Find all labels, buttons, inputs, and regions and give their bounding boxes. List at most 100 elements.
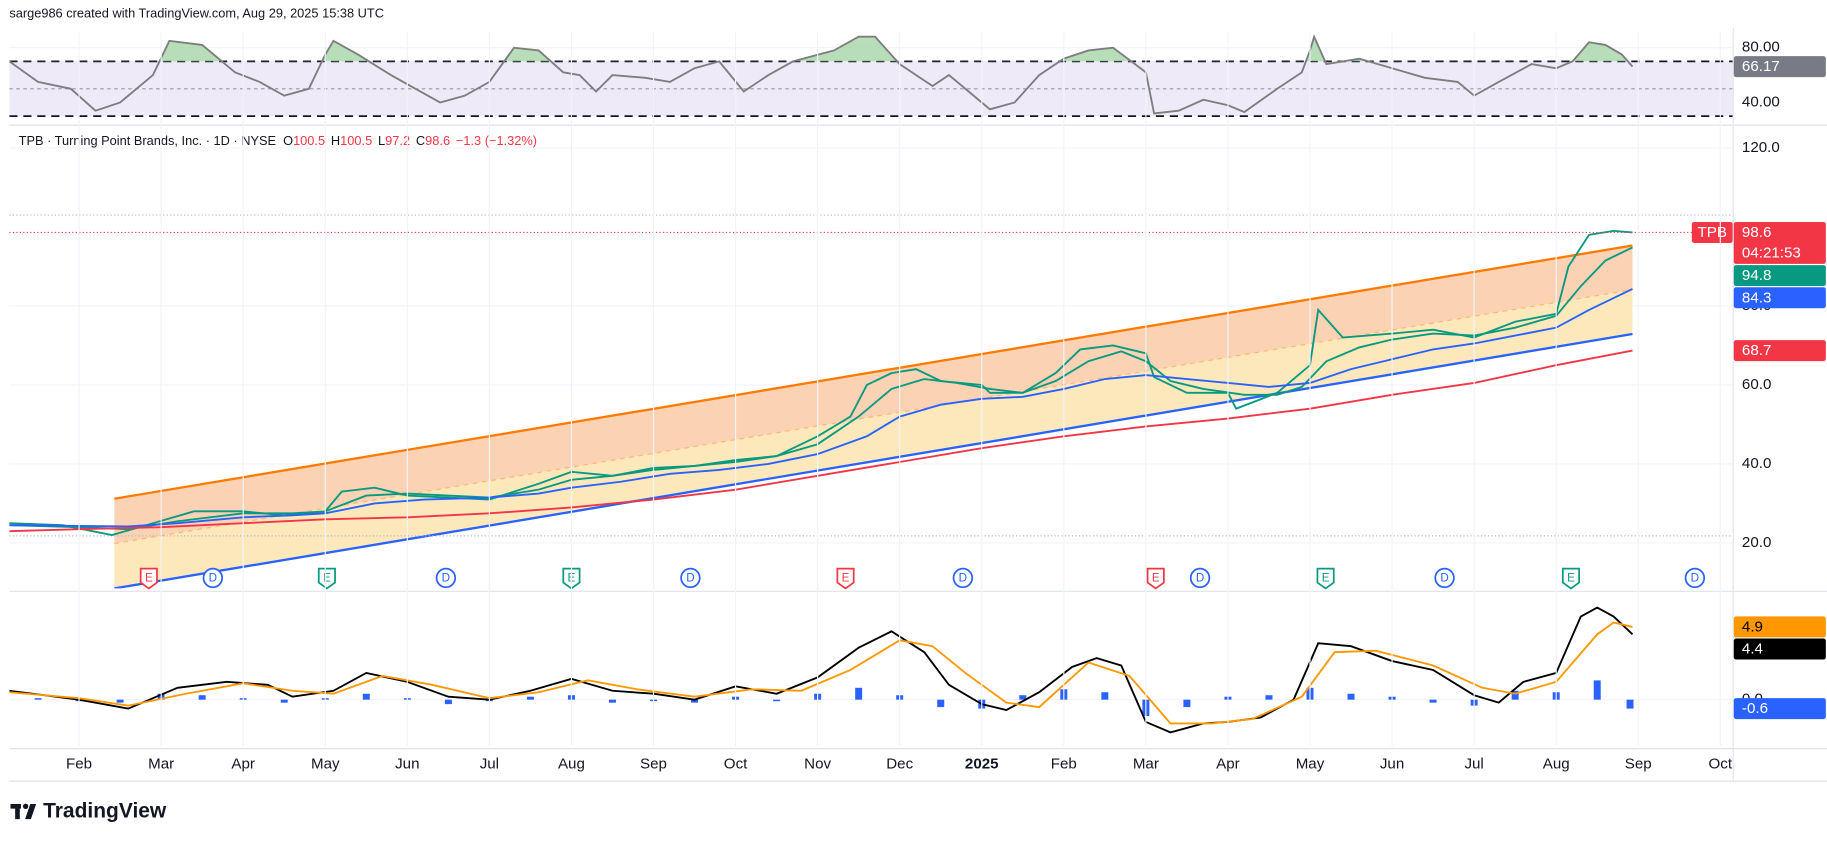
histogram-bar (1593, 680, 1601, 700)
event-label: E (1567, 572, 1575, 585)
value-box-label: 4.4 (1742, 641, 1763, 658)
logo: TradingView (10, 800, 167, 823)
event-label: D (442, 572, 450, 585)
event-marker (202, 567, 224, 589)
ohlc-value: 97.2 (385, 134, 410, 149)
ohlc-value: 100.5 (340, 134, 372, 149)
y-tick-label: 60.0 (1742, 376, 1771, 393)
ohlc-key: L (378, 134, 385, 149)
plot-area (9, 147, 1733, 589)
x-tick-label: Sep (1625, 755, 1652, 772)
series-line (9, 606, 1634, 734)
logo-text: TradingView (43, 800, 167, 823)
event-label: D (686, 572, 694, 585)
value-box-label: 68.7 (1742, 342, 1771, 359)
symbol-badge (1691, 221, 1733, 243)
x-tick-label: May (1296, 755, 1325, 772)
histogram-bar (34, 698, 42, 700)
event-label: D (209, 572, 217, 585)
event-marker (317, 567, 336, 590)
channel-lower (114, 332, 1633, 589)
y-tick-label: 40.0 (1742, 455, 1771, 472)
logo-icon (25, 803, 37, 820)
histogram-bar (1626, 699, 1634, 709)
plot-area (9, 34, 1733, 118)
event-label: E (323, 572, 331, 585)
y-tick-label: 120.0 (1742, 139, 1780, 156)
event-label: D (1691, 572, 1699, 585)
ohlc-key: H (331, 134, 340, 149)
histogram-bar (608, 699, 616, 703)
x-tick-label: Sep (640, 755, 667, 772)
x-tick-label: Aug (558, 755, 585, 772)
x-tick-label: May (311, 755, 340, 772)
histogram-bar (855, 687, 863, 700)
value-box (1733, 221, 1826, 264)
histogram-bar (691, 699, 699, 703)
ohlc-value: 98.6 (425, 134, 450, 149)
logo-icon (15, 803, 20, 820)
logo-icon (22, 803, 29, 809)
value-box-label: 66.17 (1742, 58, 1780, 75)
x-tick-label: Dec (886, 755, 913, 772)
value-box (1733, 265, 1826, 287)
histogram-bar (937, 699, 945, 708)
event-label: E (1152, 572, 1160, 585)
x-tick-label: Nov (804, 755, 831, 772)
histogram-bar (1019, 695, 1027, 700)
histogram-bar (1101, 692, 1109, 700)
histogram-bar (1429, 699, 1437, 703)
event-label: E (1322, 572, 1330, 585)
x-tick-label: Apr (1216, 755, 1240, 772)
event-marker (1434, 567, 1455, 589)
change: −1.3 (−1.32%) (456, 134, 537, 149)
value-box (1733, 638, 1826, 660)
event-marker (1561, 567, 1580, 590)
histogram-bar (526, 696, 534, 700)
countdown: 04:21:53 (1742, 244, 1801, 261)
histogram-bar (362, 693, 370, 700)
x-tick-label: Mar (1133, 755, 1159, 772)
event-marker (1189, 567, 1211, 589)
histogram-bar (1347, 693, 1355, 700)
x-tick-label: Jul (480, 755, 499, 772)
value-box-label: 84.3 (1742, 289, 1771, 306)
overbought-fill (9, 36, 1633, 62)
ohlc-key: C (416, 134, 425, 149)
x-tick-label: Oct (1709, 755, 1733, 772)
ohlc-key: O (283, 134, 293, 149)
legend: TPB · Turning Point Brands, Inc. · 1D · … (19, 134, 537, 149)
y-tick-label: 40.00 (1742, 93, 1780, 110)
value-box (1733, 287, 1826, 309)
channel-fill (114, 245, 1633, 544)
value-box-label: 94.8 (1742, 267, 1771, 284)
event-label: E (842, 572, 850, 585)
x-tick-label: Apr (231, 755, 255, 772)
value-box (1733, 56, 1826, 78)
ohlc-value: 100.5 (293, 134, 325, 149)
event-marker (836, 567, 855, 590)
series-line (9, 621, 1633, 725)
histogram-bar (1183, 699, 1191, 708)
value-box-label: 98.6 (1742, 224, 1771, 241)
histogram-bar (1511, 690, 1519, 700)
legend-title: TPB · Turning Point Brands, Inc. · 1D · … (19, 134, 276, 149)
value-box (1733, 616, 1826, 638)
histogram-bar (116, 699, 124, 703)
x-tick-label: Feb (1051, 755, 1077, 772)
event-marker (1684, 567, 1706, 589)
event-marker (952, 567, 974, 589)
event-marker (435, 567, 457, 589)
event-marker (1146, 567, 1165, 590)
header-text: sarge986 created with TradingView.com, A… (9, 5, 384, 20)
value-box-label: -0.6 (1742, 700, 1768, 717)
series-line (9, 34, 1634, 115)
histogram-bar (444, 699, 452, 705)
x-tick-label: Mar (148, 755, 174, 772)
channel-upper (114, 244, 1633, 500)
value-box (1733, 340, 1826, 362)
event-marker (1316, 567, 1335, 590)
event-marker (139, 567, 158, 590)
